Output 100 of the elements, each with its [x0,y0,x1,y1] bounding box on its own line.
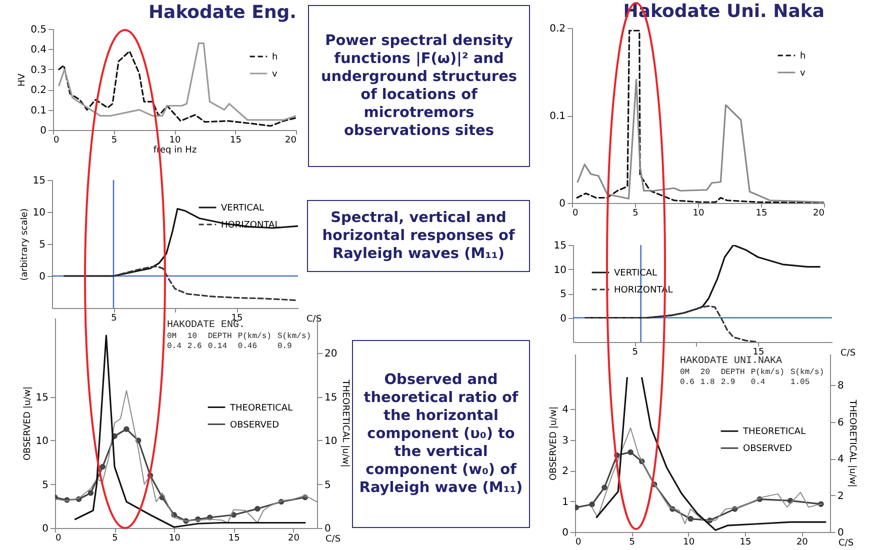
x-tick-label: 5 [632,208,638,218]
y-tick-label: 2 [562,466,568,478]
y-axis-title: (arbitrary scale) [20,208,30,281]
x-tick-label: 10 [168,534,181,544]
x-tick-label: 20 [285,136,297,146]
x-tick-label: 20 [813,208,825,218]
point [614,452,620,458]
x-tick-label: 0 [572,208,578,218]
y-tick-label: 10 [36,436,48,447]
y-tick-label: 0.4 [30,44,46,56]
y-axis-title: OBSERVED |u/w| [549,406,560,481]
annotation: 0.4 [167,342,182,351]
point [171,512,177,518]
legend-label: h [272,52,278,62]
x-tick-label: 15 [228,534,240,544]
y-axis-title: HV [18,72,28,86]
y-axis-title: OBSERVED |u/w| [22,386,33,461]
y2-tick-label: 0 [324,524,331,534]
y-tick-label: 15 [36,392,48,404]
annotation: 0.6 [680,378,694,387]
y-tick-label: 0.2 [550,24,566,34]
x-tick-label: 15 [740,538,752,548]
y-tick-label: 0.5 [30,24,46,36]
point [278,498,284,505]
annotation: HAKODATE UNI.NAKA [680,356,784,367]
x-axis-title: C/S [840,348,856,358]
y-tick-label: 15 [32,176,46,186]
text: Observed and theoretical ratio of the horizontal component (υ₀) to the vertical component (w₀) of Rayleigh wave (M₁₁) [352,340,530,528]
line-series [584,305,759,342]
x-axis-title: C/S [326,534,341,544]
y2-axis-title: THEORETICAL |u/w| [340,378,350,468]
point [756,496,763,502]
legend-label: v [800,68,806,78]
point [206,514,213,520]
point [100,464,106,470]
y-tick-label: 5 [42,480,48,491]
point [159,494,166,500]
y-tick-label: 3 [562,435,568,446]
y-tick-label: 5 [39,240,46,250]
legend-label: OBSERVED [743,444,792,454]
point [112,433,118,439]
point [135,438,142,444]
point [688,516,694,522]
line-series [64,266,298,302]
line-series [592,427,822,524]
x-tick-label: 0 [54,136,60,146]
x-axis-title: C/S [306,314,322,324]
x-tick-label: 5 [111,136,118,146]
point [589,502,595,508]
x-tick-label: 10 [683,538,695,548]
y-tick-label: 0 [42,524,48,534]
text: Power spectral density functions |F(ω)|² and underground structures of locations of microtremors observations sites [308,5,530,167]
annotation: 0.46 [238,342,258,351]
legend-label: VERTICAL [221,204,264,214]
point [64,497,70,503]
y-tick-label: 5 [560,289,566,300]
annotation: DEPTH [720,368,745,377]
line-series [58,42,296,121]
annotation: DEPTH [208,332,232,341]
line-series [58,50,296,127]
x-tick-label: 5 [629,538,636,548]
annotation: P(km/s) [238,332,272,341]
y-tick-label: 10 [554,264,566,276]
y-tick-label: 0.1 [30,105,46,116]
text: Spectral, vertical and horizontal responses of Rayleigh waves (M₁₁) [307,200,530,272]
point [195,516,201,522]
y-tick-label: 0.3 [30,64,46,76]
point [732,506,738,512]
annotation: S(km/s) [277,332,312,341]
point [147,472,154,478]
x-tick-label: 5 [112,534,118,544]
y2-axis-title: THEORETICAL |u/w| [846,398,857,488]
x-tick-label: 0 [56,534,62,544]
y2-tick-label: 5 [324,480,331,491]
y-tick-label: 0.2 [30,85,46,96]
y2-tick-label: 2 [838,490,844,502]
y-tick-label: 0 [39,272,46,282]
annotation: 2.9 [720,378,736,387]
legend-label: THEORETICAL [229,403,293,414]
x-tick-label: 10 [692,208,704,218]
y-tick-label: 0 [559,198,566,210]
legend-label: v [272,70,278,80]
legend-label: h [800,52,806,62]
y2-tick-label: 6 [838,417,844,428]
annotation: 0M [167,332,178,341]
x-tick-label: 20 [288,534,300,544]
point [124,426,130,432]
point [670,506,676,512]
y2-tick-label: 10 [324,436,338,447]
y-tick-label: 15 [554,240,566,252]
point [88,490,94,496]
x-axis-title: C/S [838,538,854,548]
x-tick-label: 10 [169,136,181,146]
annotation: 1.05 [790,378,811,387]
y2-tick-label: 15 [324,392,338,404]
y-tick-label: 4 [562,404,568,416]
x-tick-label: 20 [796,538,808,548]
y-tick-label: 1 [562,496,568,508]
y2-tick-label: 8 [838,380,844,392]
point [183,518,189,524]
